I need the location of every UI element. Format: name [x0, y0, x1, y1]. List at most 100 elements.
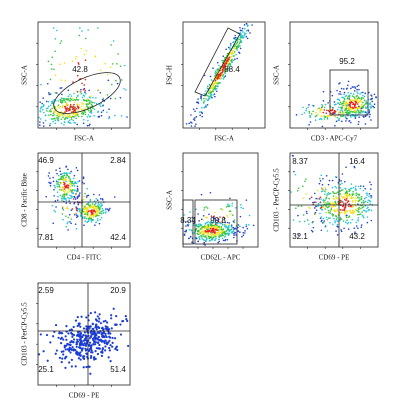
event-dot: [75, 342, 79, 346]
event-dot: [241, 35, 244, 37]
event-dot: [234, 43, 236, 46]
event-dot: [67, 332, 70, 335]
event-dot: [351, 199, 354, 202]
event-dot: [212, 221, 215, 224]
event-dot: [95, 210, 98, 212]
event-dot: [233, 232, 235, 235]
gate-percentage: 8.34: [180, 216, 196, 225]
event-dot: [338, 99, 341, 102]
event-dot: [339, 110, 341, 112]
gate-percentage: 16.4: [349, 157, 365, 166]
event-dot: [206, 207, 209, 209]
event-dot: [364, 106, 367, 108]
event-dot: [77, 61, 80, 64]
event-dot: [234, 231, 236, 234]
event-dot: [98, 204, 101, 206]
event-dot: [96, 218, 99, 220]
event-dot: [62, 350, 65, 353]
event-dot: [85, 211, 88, 214]
event-dot: [54, 38, 57, 40]
event-dot: [210, 236, 212, 239]
event-dot: [72, 198, 75, 200]
event-dot: [73, 116, 75, 118]
event-dot: [67, 120, 70, 123]
event-dot: [95, 97, 97, 99]
event-dot: [183, 214, 185, 216]
event-dot: [92, 337, 95, 340]
event-dot: [323, 109, 326, 111]
gate-percentage: 7.81: [38, 233, 54, 242]
event-dot: [350, 187, 353, 190]
event-dot: [352, 186, 355, 189]
event-dot: [108, 108, 110, 110]
event-dot: [89, 372, 92, 375]
event-dot: [79, 334, 82, 338]
event-dot: [202, 225, 204, 228]
event-dot: [119, 65, 122, 67]
event-dot: [343, 193, 346, 195]
event-dot: [46, 82, 49, 85]
event-dot: [53, 117, 55, 120]
event-dot: [344, 194, 347, 197]
event-dot: [63, 121, 66, 124]
event-dot: [237, 44, 240, 46]
event-dot: [360, 224, 363, 226]
event-dot: [49, 78, 52, 81]
event-dot: [74, 180, 77, 183]
event-dot: [346, 110, 348, 112]
event-dot: [70, 98, 73, 101]
event-dot: [208, 236, 211, 239]
event-dot: [194, 117, 196, 119]
event-dot: [39, 333, 42, 336]
event-dot: [226, 228, 229, 230]
event-dot: [321, 187, 324, 190]
event-dot: [195, 115, 198, 118]
event-dot: [322, 201, 325, 203]
event-dot: [101, 347, 104, 350]
event-dot: [222, 55, 225, 57]
event-dot: [355, 95, 358, 98]
event-dot: [368, 116, 371, 118]
event-dot: [64, 190, 67, 192]
event-dot: [358, 194, 360, 196]
event-dot: [321, 103, 323, 106]
event-dot: [312, 110, 314, 113]
event-dot: [355, 112, 357, 114]
event-dot: [200, 96, 202, 99]
event-dot: [242, 231, 245, 234]
event-dot: [239, 38, 241, 41]
event-dot: [334, 112, 336, 115]
event-dot: [336, 108, 339, 111]
event-dot: [224, 225, 226, 228]
event-dot: [100, 354, 104, 357]
event-dot: [319, 180, 322, 182]
event-dot: [76, 190, 78, 193]
event-dot: [80, 112, 83, 115]
event-dot: [74, 212, 76, 215]
event-dot: [241, 27, 244, 30]
event-dot: [335, 187, 338, 189]
event-dot: [356, 88, 358, 91]
event-dot: [83, 224, 85, 227]
event-dot: [341, 196, 344, 199]
event-dot: [92, 212, 94, 215]
event-dot: [358, 101, 360, 104]
event-dot: [229, 229, 231, 232]
event-dot: [368, 91, 370, 94]
event-dot: [84, 204, 86, 207]
event-dot: [83, 110, 85, 113]
event-dot: [218, 240, 220, 243]
event-dot: [219, 216, 221, 218]
event-dot: [99, 322, 103, 325]
event-dot: [339, 187, 342, 189]
event-dot: [65, 165, 68, 168]
event-dot: [229, 62, 231, 65]
event-dot: [242, 207, 245, 210]
event-dot: [207, 228, 210, 230]
event-dot: [82, 98, 85, 101]
event-dot: [74, 223, 77, 225]
event-dot: [350, 211, 353, 214]
event-dot: [232, 226, 235, 229]
event-dot: [60, 79, 63, 81]
